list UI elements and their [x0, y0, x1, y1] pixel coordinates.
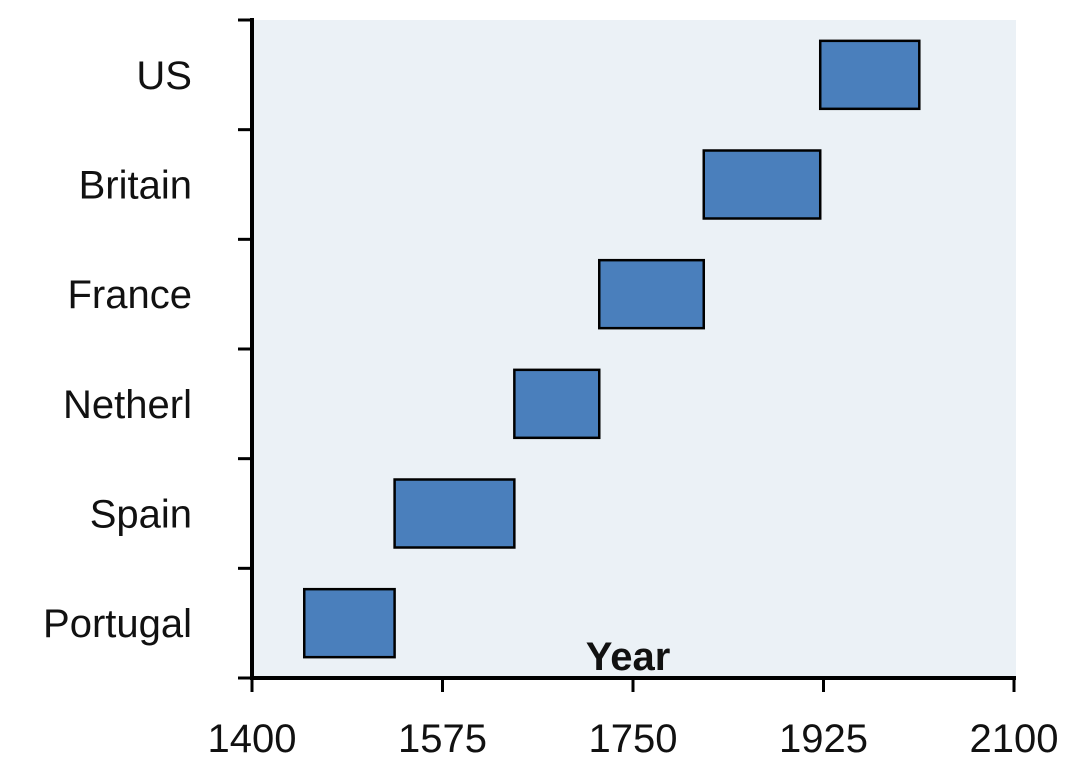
x-tick-label: 1400 — [208, 717, 297, 761]
category-label: France — [68, 273, 193, 317]
bar-spain — [393, 478, 516, 549]
category-labels-group: US Britain France Netherl Spain Portugal — [43, 54, 192, 646]
bar-britain — [702, 149, 822, 220]
bar-us — [818, 39, 921, 111]
category-label: Spain — [90, 493, 192, 537]
bars-group — [303, 39, 921, 659]
x-ticks-group — [250, 678, 1016, 692]
category-label: Britain — [79, 164, 192, 208]
bar-netherl — [513, 368, 601, 440]
x-tick-label: 1925 — [779, 717, 868, 761]
plot-area — [250, 20, 1016, 678]
category-label: Netherl — [63, 383, 192, 427]
bar-france — [598, 258, 706, 330]
category-label: US — [136, 54, 192, 98]
x-tick-labels-group: 1400 1575 1750 1925 2100 — [208, 717, 1059, 761]
x-tick-label: 1575 — [398, 717, 487, 761]
x-axis-title: Year — [586, 635, 671, 679]
x-tick-label: 1750 — [589, 717, 678, 761]
y-ticks-group — [238, 18, 252, 680]
category-label: Portugal — [43, 602, 192, 646]
bar-portugal — [303, 587, 396, 659]
x-tick-label: 2100 — [970, 717, 1059, 761]
